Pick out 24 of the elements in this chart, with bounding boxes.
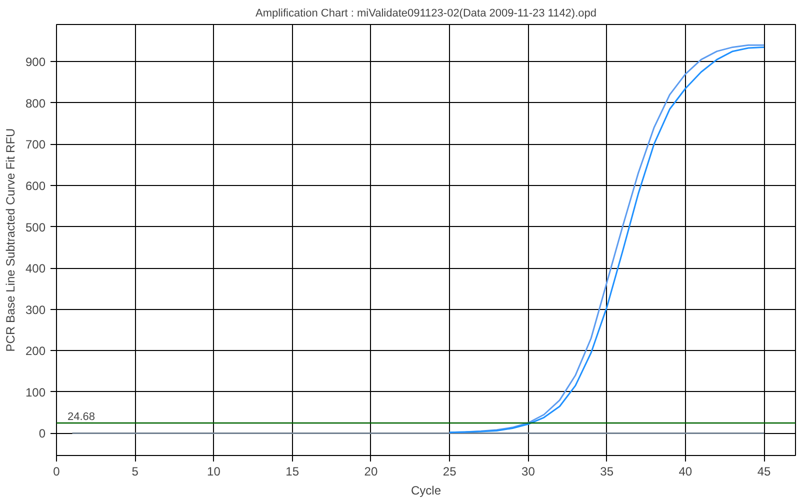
x-tick-label: 0	[53, 464, 60, 478]
x-tick-label: 10	[207, 464, 221, 478]
y-tick-label: 300	[25, 302, 46, 317]
chart-title: Amplification Chart : miValidate091123-02(Data 2009-11-23 1142).opd	[256, 8, 596, 20]
y-tick-label: 900	[25, 55, 46, 70]
y-axis-title: PCR Base Line Subtracted Curve Fit RFU	[3, 128, 18, 352]
x-tick-label: 25	[442, 464, 457, 478]
y-tick-label: 0	[38, 426, 46, 441]
y-tick-label: 800	[25, 96, 46, 110]
y-tick-label: 100	[25, 385, 46, 400]
ref-line-label: 24.68	[68, 411, 96, 424]
x-tick-label: 5	[132, 464, 139, 478]
y-tick-label: 200	[25, 344, 46, 358]
x-tick-label: 20	[364, 464, 378, 478]
x-tick-label: 15	[286, 464, 300, 478]
y-tick-label: 400	[25, 262, 46, 276]
y-tick-label: 700	[25, 138, 46, 152]
x-axis-title: Cycle	[410, 484, 442, 498]
x-tick-label: 35	[600, 464, 614, 478]
y-tick-label: 600	[25, 179, 46, 194]
y-tick-label: 500	[25, 220, 46, 234]
x-tick-label: 40	[678, 464, 692, 478]
x-tick-label: 45	[757, 464, 772, 478]
x-tick-label: 30	[522, 464, 536, 478]
